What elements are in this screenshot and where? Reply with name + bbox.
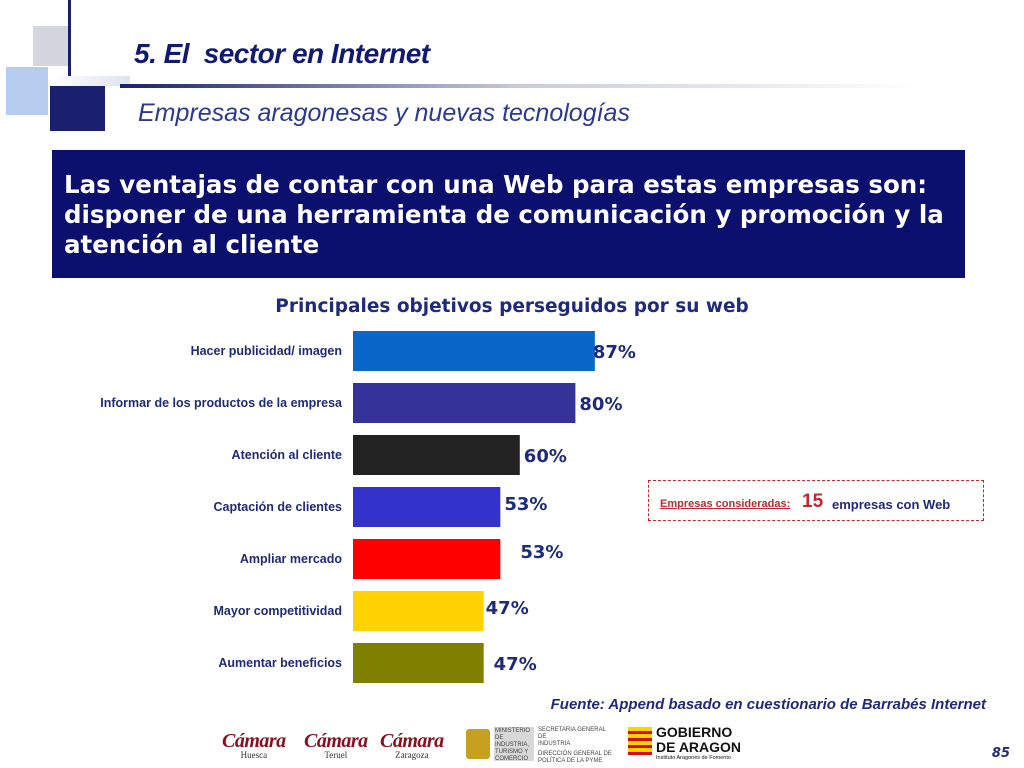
camara-name: Cámara [304,730,368,752]
banner-text: Las ventajas de contar con una Web para … [64,170,944,259]
ministerio-line: DE INDUSTRIA, [495,735,530,748]
ministerio-line: MINISTERIO [495,728,531,734]
instituto-line: Instituto Aragonés de Fomento [656,755,731,761]
gobierno-line: DE ARAGON [656,739,742,755]
value-label: 47% [486,598,529,619]
header-rule [120,84,920,88]
gobierno-line: GOBIERNO [656,724,733,740]
value-label: 53% [504,494,547,515]
source-note: Fuente: Append basado en cuestionario de… [550,696,986,713]
bar [353,643,484,683]
category-label: Hacer publicidad/ imagen [191,344,342,358]
page-number: 85 [991,746,1010,761]
camara-city: Teruel [324,750,348,760]
direccion-line: DIRECCIÓN GENERAL DE [538,751,612,757]
value-label: 60% [524,446,567,467]
value-label: 87% [593,342,636,363]
bar [353,591,484,631]
value-label: 80% [579,394,622,415]
camara-city: Zaragoza [395,750,429,760]
category-label: Aumentar beneficios [218,656,342,670]
category-label: Captación de clientes [213,500,342,514]
aragon-flag-icon [628,727,652,755]
ministerio-line: COMERCIO [495,756,528,762]
ministerio-logo: MINISTERIO DE INDUSTRIA, TURISMO Y COMER… [466,727,616,764]
direccion-line: POLÍTICA DE LA PYME [538,758,603,764]
ministerio-line: TURISMO Y [495,749,529,755]
section-title: 5. El sector en Internet [134,38,430,69]
note-rest: empresas con Web [832,497,951,512]
note-count: 15 [802,491,824,512]
chart-title: Principales objetivos perseguidos por su… [0,296,1024,317]
note-label: Empresas consideradas: [660,498,791,510]
camara-name: Cámara [222,730,286,752]
secretaria-line: SECRETARIA GENERAL DE [538,727,606,740]
camara-teruel-logo: Cámara Teruel [304,730,368,760]
camara-zaragoza-logo: Cámara Zaragoza [380,730,444,760]
value-label: 47% [494,654,537,675]
summary-banner: Las ventajas de contar con una Web para … [52,150,965,278]
category-label: Informar de los productos de la empresa [100,396,343,410]
chart-title-text: Principales objetivos perseguidos por su… [275,296,749,317]
note-box: Empresas consideradas: 15 empresas con W… [648,480,984,521]
corner-decoration [0,0,130,135]
coat-of-arms-icon [466,729,490,759]
bar [353,487,501,527]
bar [353,435,520,475]
bar [353,383,576,423]
camara-city: Huesca [240,750,268,760]
camara-huesca-logo: Cámara Huesca [222,730,286,760]
camara-name: Cámara [380,730,444,752]
subtitle: Empresas aragonesas y nuevas tecnologías [138,99,630,127]
category-label: Ampliar mercado [240,552,342,566]
value-label: 53% [520,542,563,563]
bar [353,331,595,371]
category-label: Mayor competitividad [214,604,343,618]
category-label: Atención al cliente [232,448,342,462]
bar [353,539,501,579]
secretaria-line: INDUSTRIA [538,741,571,747]
